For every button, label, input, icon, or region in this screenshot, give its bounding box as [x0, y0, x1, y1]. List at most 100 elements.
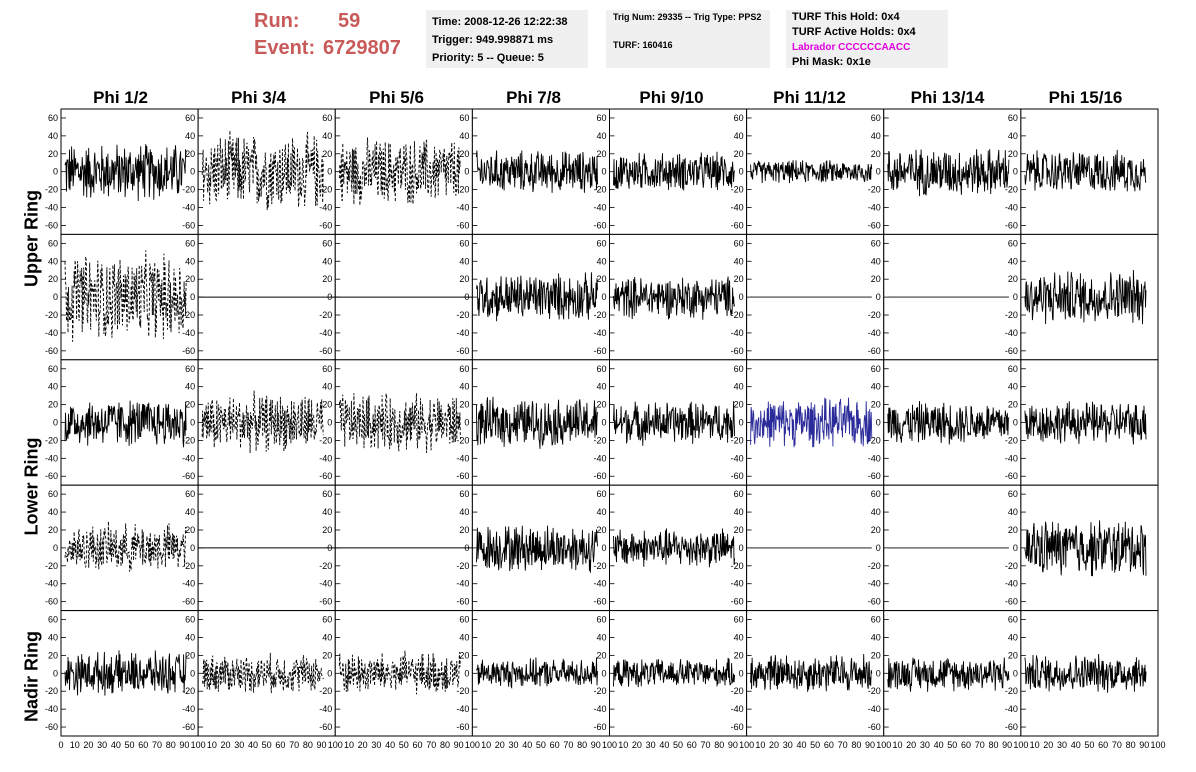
y-tick-label: -60 — [868, 346, 881, 356]
y-tick-label: -40 — [319, 203, 332, 213]
y-tick-label: -40 — [731, 453, 744, 463]
x-tick-label: 100 — [191, 740, 206, 750]
run-value: 59 — [338, 10, 361, 32]
y-tick-label: 60 — [185, 364, 195, 374]
y-tick-label: 20 — [322, 274, 332, 284]
y-tick-label: 60 — [596, 364, 606, 374]
y-tick-label: 0 — [327, 292, 332, 302]
x-tick-label: 80 — [303, 740, 313, 750]
y-tick-label: 40 — [1008, 507, 1018, 517]
y-tick-label: -40 — [319, 704, 332, 714]
y-tick-label: 0 — [739, 167, 744, 177]
y-tick-label: -40 — [319, 453, 332, 463]
y-tick-label: 40 — [596, 131, 606, 141]
y-tick-label: 60 — [596, 113, 606, 123]
y-tick-label: -20 — [319, 435, 332, 445]
y-tick-label: 60 — [185, 615, 195, 625]
y-tick-label: -40 — [868, 203, 881, 213]
y-tick-label: 40 — [734, 507, 744, 517]
y-tick-label: -20 — [868, 185, 881, 195]
y-tick-label: 60 — [1008, 489, 1018, 499]
x-tick-label: 60 — [550, 740, 560, 750]
y-tick-label: -20 — [45, 561, 58, 571]
y-tick-label: -20 — [45, 435, 58, 445]
waveform-trace — [750, 160, 873, 184]
y-tick-label: 60 — [322, 113, 332, 123]
x-tick-label: 60 — [687, 740, 697, 750]
x-tick-label: 80 — [714, 740, 724, 750]
x-tick-label: 40 — [659, 740, 669, 750]
y-tick-label: 60 — [871, 489, 881, 499]
y-tick-label: 40 — [459, 131, 469, 141]
y-tick-label: 20 — [185, 274, 195, 284]
y-tick-label: -20 — [319, 310, 332, 320]
waveform-trace — [1024, 520, 1147, 577]
y-tick-label: -60 — [456, 471, 469, 481]
x-tick-label: 80 — [988, 740, 998, 750]
x-tick-label: 80 — [166, 740, 176, 750]
x-tick-label: 50 — [536, 740, 546, 750]
waveform-trace — [475, 525, 598, 573]
y-tick-label: 20 — [48, 149, 58, 159]
y-tick-label: 20 — [459, 400, 469, 410]
y-tick-label: 60 — [48, 113, 58, 123]
y-tick-label: -40 — [868, 704, 881, 714]
y-tick-label: 40 — [1008, 131, 1018, 141]
y-tick-label: -60 — [45, 722, 58, 732]
y-tick-label: 40 — [185, 256, 195, 266]
y-tick-label: 40 — [185, 507, 195, 517]
y-tick-label: -60 — [182, 471, 195, 481]
x-tick-label: 0 — [58, 740, 63, 750]
x-tick-label: 10 — [481, 740, 491, 750]
y-tick-label: -40 — [1005, 579, 1018, 589]
y-tick-label: 60 — [596, 489, 606, 499]
y-tick-label: 20 — [734, 274, 744, 284]
y-tick-label: 0 — [601, 167, 606, 177]
panel-frame — [334, 359, 473, 486]
waveform-trace — [1024, 653, 1147, 693]
turf-text: TURF: 160416 — [613, 40, 673, 50]
y-tick-label: 60 — [1008, 238, 1018, 248]
x-tick-label: 90 — [179, 740, 189, 750]
x-tick-label: 30 — [371, 740, 381, 750]
waveform-trace — [1024, 401, 1147, 445]
x-tick-label: 70 — [1112, 740, 1122, 750]
y-tick-label: 0 — [464, 167, 469, 177]
x-tick-label: 40 — [111, 740, 121, 750]
y-tick-label: 60 — [596, 615, 606, 625]
x-tick-label: 20 — [1043, 740, 1053, 750]
y-tick-label: -60 — [45, 597, 58, 607]
y-tick-label: 20 — [48, 400, 58, 410]
x-tick-label: 90 — [454, 740, 464, 750]
y-tick-label: -20 — [593, 435, 606, 445]
y-tick-label: -20 — [731, 435, 744, 445]
x-tick-label: 50 — [399, 740, 409, 750]
waveform-trace — [750, 653, 873, 692]
x-tick-label: 80 — [577, 740, 587, 750]
y-tick-label: 20 — [596, 650, 606, 660]
labrador-text: Labrador CCCCCCAACC — [792, 42, 911, 53]
y-tick-label: 20 — [322, 525, 332, 535]
y-tick-label: 40 — [185, 382, 195, 392]
y-tick-label: -40 — [1005, 203, 1018, 213]
x-tick-label: 30 — [509, 740, 519, 750]
y-tick-label: 20 — [322, 400, 332, 410]
x-tick-label: 40 — [522, 740, 532, 750]
x-tick-label: 70 — [426, 740, 436, 750]
y-tick-label: -60 — [868, 220, 881, 230]
y-tick-label: -20 — [868, 561, 881, 571]
waveform-trace — [338, 393, 461, 454]
event-value: 6729807 — [323, 37, 401, 59]
panel-frame — [60, 108, 199, 235]
x-tick-label: 70 — [838, 740, 848, 750]
y-tick-label: 0 — [190, 167, 195, 177]
y-tick-label: 0 — [1013, 418, 1018, 428]
x-tick-label: 60 — [1098, 740, 1108, 750]
y-tick-label: -40 — [593, 704, 606, 714]
panel-frame — [883, 359, 1022, 486]
y-tick-label: 0 — [327, 668, 332, 678]
y-tick-label: 40 — [596, 507, 606, 517]
y-tick-label: -40 — [182, 704, 195, 714]
y-tick-label: 20 — [459, 525, 469, 535]
